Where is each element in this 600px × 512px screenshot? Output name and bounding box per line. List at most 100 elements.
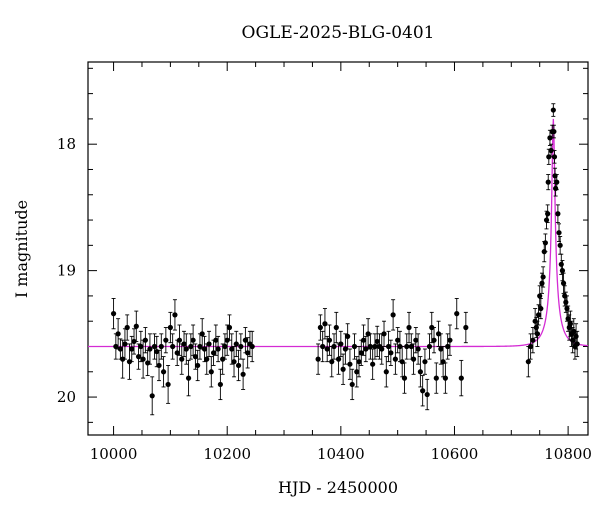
point-marker — [438, 346, 444, 352]
point-marker — [120, 356, 126, 362]
data-point — [201, 335, 208, 363]
point-marker — [574, 341, 580, 347]
data-point — [113, 333, 119, 360]
y-tick-label: 18 — [57, 135, 76, 153]
data-point — [426, 333, 433, 360]
point-marker — [115, 331, 121, 337]
point-marker — [533, 324, 539, 331]
data-point — [197, 333, 203, 360]
data-point — [172, 299, 178, 331]
point-marker — [550, 107, 556, 113]
point-marker — [176, 337, 183, 343]
point-marker — [545, 211, 551, 217]
point-marker — [163, 337, 169, 343]
data-point — [556, 223, 562, 242]
point-marker — [215, 346, 221, 352]
data-point — [454, 297, 460, 330]
data-point — [229, 333, 235, 365]
point-marker — [249, 343, 255, 350]
point-marker — [113, 343, 119, 350]
data-point — [548, 143, 554, 158]
data-point — [176, 324, 183, 356]
data-point — [156, 349, 162, 382]
data-point — [399, 346, 405, 378]
data-point — [315, 343, 321, 375]
data-point — [372, 333, 378, 360]
data-point — [395, 327, 401, 354]
data-point — [420, 375, 426, 407]
point-marker — [543, 217, 550, 223]
point-marker — [135, 354, 142, 360]
point-marker — [358, 350, 364, 356]
data-point — [463, 311, 469, 344]
point-marker — [528, 343, 534, 350]
point-marker — [417, 369, 423, 375]
data-point — [546, 148, 552, 165]
data-point — [245, 337, 251, 369]
point-marker — [379, 346, 385, 352]
point-marker — [197, 343, 203, 350]
point-marker — [534, 331, 541, 337]
point-marker — [242, 337, 248, 343]
point-marker — [553, 185, 559, 192]
data-point — [208, 356, 214, 388]
data-point — [429, 311, 435, 344]
data-point — [390, 299, 396, 331]
data-point — [374, 325, 380, 358]
data-point — [530, 327, 536, 354]
point-marker — [210, 350, 217, 356]
data-point — [217, 368, 223, 401]
point-marker — [220, 356, 226, 362]
point-marker — [145, 360, 151, 366]
point-marker — [433, 375, 439, 381]
point-marker — [142, 337, 148, 343]
data-point — [160, 356, 167, 388]
data-point — [363, 335, 369, 363]
data-point — [138, 330, 144, 363]
data-point — [233, 330, 239, 358]
point-marker — [530, 337, 536, 343]
data-point — [220, 343, 226, 375]
point-marker — [545, 179, 551, 185]
data-point — [435, 320, 442, 347]
plot-frame — [87, 61, 589, 436]
point-marker — [555, 211, 561, 217]
point-marker — [172, 312, 178, 318]
point-marker — [160, 369, 167, 375]
point-marker — [199, 331, 205, 337]
data-point — [190, 324, 196, 356]
point-marker — [338, 341, 344, 347]
point-marker — [399, 359, 405, 365]
point-marker — [390, 312, 396, 318]
point-marker — [365, 331, 371, 337]
data-point — [447, 324, 453, 356]
data-point — [140, 339, 146, 379]
data-point — [345, 323, 351, 350]
point-marker — [188, 343, 194, 350]
data-point — [358, 339, 364, 366]
point-marker — [179, 356, 185, 362]
point-marker — [342, 346, 348, 352]
point-marker — [367, 343, 373, 350]
data-point — [131, 328, 137, 355]
x-tick-label: 10200 — [203, 445, 251, 463]
point-marker — [374, 338, 380, 345]
point-marker — [442, 375, 448, 381]
point-marker — [567, 321, 573, 327]
point-marker — [208, 369, 214, 375]
data-point — [458, 359, 464, 397]
point-marker — [147, 346, 153, 352]
point-marker — [525, 359, 531, 365]
point-marker — [351, 343, 358, 350]
point-marker — [424, 391, 430, 398]
point-marker — [324, 346, 330, 352]
data-point — [551, 150, 558, 164]
point-marker — [333, 324, 339, 331]
data-point — [365, 318, 371, 350]
point-marker — [326, 337, 333, 343]
data-point — [158, 333, 164, 360]
data-point — [422, 348, 428, 375]
point-marker — [429, 324, 435, 331]
data-point — [381, 320, 387, 347]
axis-ticks — [88, 62, 588, 435]
